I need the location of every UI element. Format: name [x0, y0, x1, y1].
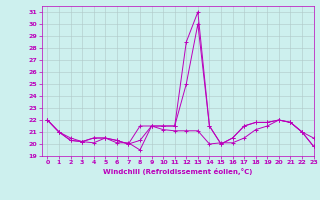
X-axis label: Windchill (Refroidissement éolien,°C): Windchill (Refroidissement éolien,°C) — [103, 168, 252, 175]
